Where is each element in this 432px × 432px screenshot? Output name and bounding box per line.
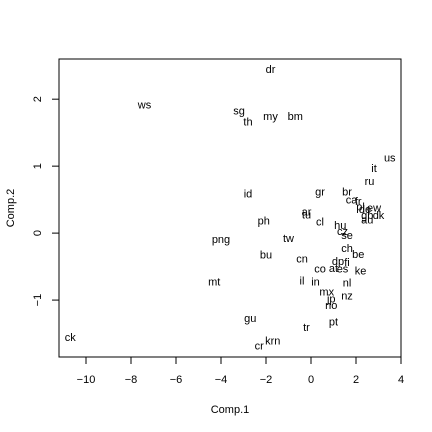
point-label-cz: cz [337, 226, 348, 238]
point-label-be: be [352, 249, 364, 261]
point-label-gr: gr [315, 187, 325, 199]
point-label-tu: tu [302, 209, 311, 221]
point-label-br: br [342, 187, 352, 199]
point-label-nl: nl [343, 278, 352, 290]
point-label-cl: cl [316, 217, 324, 229]
y-axis: −1 0 1 2 [32, 96, 60, 307]
x-tick-label: −10 [77, 374, 96, 386]
point-label-sg: sg [233, 106, 245, 118]
point-label-jp: jp [326, 294, 336, 306]
x-axis-title: Comp.1 [211, 404, 250, 416]
point-label-it: it [371, 163, 377, 175]
point-label-ck: ck [65, 332, 77, 344]
point-label-hu: hu [334, 220, 346, 232]
point-label-ca: ca [346, 195, 359, 207]
point-label-es: es [337, 264, 349, 276]
point-label-de: de [359, 204, 371, 216]
point-label-ew: ew [367, 203, 381, 215]
point-label-png: png [212, 234, 230, 246]
point-label-nz: nz [341, 290, 353, 302]
point-label-cr: cr [255, 341, 265, 353]
point-label-mt: mt [208, 276, 220, 288]
point-label-bu: bu [260, 250, 272, 262]
point-label-fr: fr [355, 196, 362, 208]
x-tick-label: −6 [170, 374, 183, 386]
point-label-dk: dk [373, 210, 385, 222]
y-tick-label: 0 [32, 230, 44, 236]
point-label-ke: ke [355, 266, 367, 278]
point-label-in: in [311, 276, 320, 288]
point-label-fi: fi [344, 257, 350, 269]
point-label-pt: pt [329, 317, 338, 329]
y-tick-label: 2 [32, 96, 44, 102]
point-label-tr: tr [303, 322, 310, 334]
x-tick-label: −4 [215, 374, 228, 386]
point-label-cn: cn [296, 254, 308, 266]
y-tick-label: 1 [32, 163, 44, 169]
point-label-ru: ru [365, 176, 375, 188]
point-label-co: co [314, 264, 326, 276]
point-label-mx: mx [319, 286, 334, 298]
point-label-no: no [325, 300, 337, 312]
point-label-ar: ar [302, 207, 312, 219]
point-label-dr: dr [266, 64, 276, 76]
y-axis-title: Comp.2 [5, 189, 17, 228]
point-label-ph: ph [258, 215, 270, 227]
x-axis: −10 −8 −6 −4 −2 0 2 4 [77, 356, 404, 386]
point-label-gu: gu [244, 313, 256, 325]
point-label-th: th [243, 116, 252, 128]
point-label-dp: dp [332, 256, 344, 268]
point-label-bm: bm [288, 111, 303, 123]
point-label-at: at [329, 263, 338, 275]
point-label-il: il [300, 276, 305, 288]
x-tick-label: −8 [125, 374, 138, 386]
point-label-ch: ch [341, 243, 353, 255]
point-label-ws: ws [137, 100, 152, 112]
point-label-gb: gb [361, 210, 373, 222]
point-label-us: us [384, 152, 396, 164]
x-tick-label: −2 [260, 374, 273, 386]
x-tick-label: 2 [353, 374, 359, 386]
point-label-se: se [341, 230, 353, 242]
x-tick-label: 0 [308, 374, 314, 386]
point-label-au: au [361, 215, 373, 227]
point-label-pl: pl [356, 201, 365, 213]
point-label-tw: tw [283, 233, 294, 245]
y-tick-label: −1 [32, 294, 44, 307]
point-label-id: id [244, 189, 253, 201]
point-label-my: my [263, 111, 278, 123]
x-tick-label: 4 [398, 374, 404, 386]
point-label-krn: krn [265, 335, 280, 347]
